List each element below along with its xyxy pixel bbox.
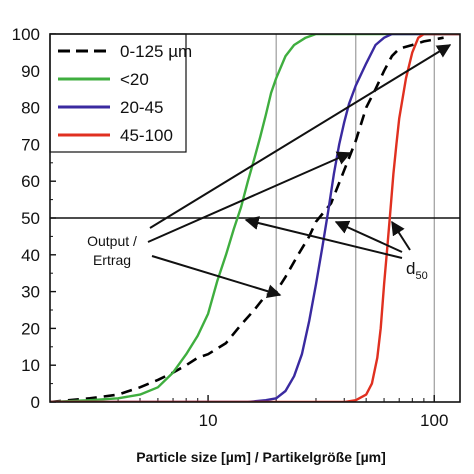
series-line-1 [50, 34, 460, 402]
x-tick-label-10: 10 [199, 411, 218, 430]
d50-arrow-0 [244, 216, 403, 259]
x-tick-label-100: 100 [420, 411, 448, 430]
y-tick-label-90: 90 [21, 62, 40, 81]
output-arrow-1 [147, 151, 352, 243]
legend-label-3: 45-100 [120, 126, 173, 145]
x-axis-label: Particle size [µm] / Partikelgröße [µm] [136, 449, 386, 465]
output-arrow-2 [151, 255, 282, 299]
y-tick-label-50: 50 [21, 209, 40, 228]
annotation-d50: d50 [406, 259, 428, 282]
y-tick-label-10: 10 [21, 356, 40, 375]
legend: 0-125 µm <20 20-45 45-100 [49, 33, 192, 153]
y-tick-label-40: 40 [21, 246, 40, 265]
output-arrow-0 [149, 44, 452, 229]
d50-arrow-1 [334, 220, 403, 253]
y-tick-label-20: 20 [21, 319, 40, 338]
y-tick-label-0: 0 [31, 393, 40, 412]
series-line-3 [50, 34, 460, 402]
series-line-0 [50, 36, 444, 402]
annotation-d50-subscript: 50 [415, 270, 427, 282]
y-tick-label-80: 80 [21, 99, 40, 118]
y-tick-label-100: 100 [12, 25, 40, 44]
legend-label-1: <20 [120, 70, 149, 89]
series-line-2 [50, 34, 460, 402]
y-tick-label-60: 60 [21, 172, 40, 191]
plot-frame [49, 33, 461, 403]
legend-label-2: 20-45 [120, 98, 163, 117]
annotation-output-line2: Ertrag [93, 252, 131, 268]
d50-arrow-2 [391, 220, 411, 251]
annotation-output-line1: Output / [87, 233, 137, 249]
legend-label-0: 0-125 µm [120, 42, 192, 61]
y-tick-label-30: 30 [21, 283, 40, 302]
y-tick-label-70: 70 [21, 135, 40, 154]
